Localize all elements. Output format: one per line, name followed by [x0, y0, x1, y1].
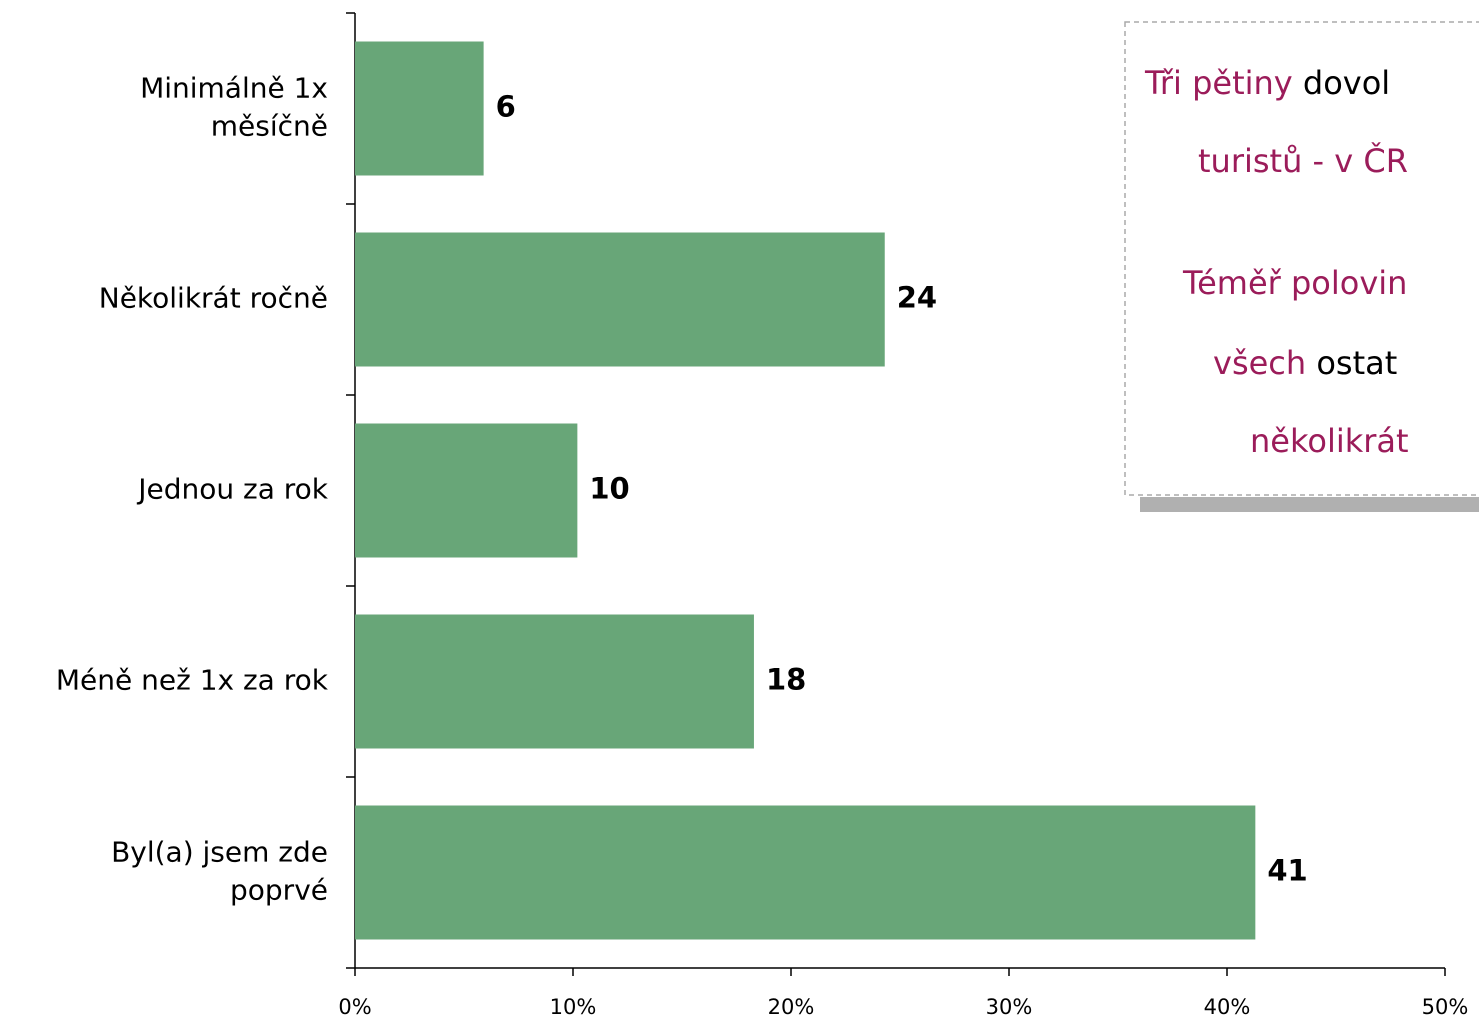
x-tick-label: 50% [1422, 995, 1469, 1017]
x-tick-label: 40% [1204, 995, 1251, 1017]
callout-text: několikrát [1250, 422, 1409, 460]
callout-shadow [1140, 497, 1479, 512]
category-label: Méně než 1x za rok [56, 664, 329, 697]
callout-segment: ostat [1306, 344, 1397, 382]
bar [355, 41, 484, 176]
x-tick-label: 0% [338, 995, 371, 1017]
category-label: Byl(a) jsem zde poprvé [111, 836, 328, 907]
x-tick-label: 30% [986, 995, 1033, 1017]
callout-text: Tři pětiny dovol [1144, 64, 1390, 102]
x-tick-label: 10% [550, 995, 597, 1017]
callout-segment: dovol [1293, 64, 1390, 102]
callout-text: Téměř polovin [1182, 264, 1407, 302]
value-label: 18 [766, 663, 806, 697]
category-label: Jednou za rok [136, 473, 329, 506]
callout-segment: několikrát [1250, 422, 1409, 460]
value-label: 24 [897, 281, 937, 315]
category-label: Několikrát ročně [99, 282, 328, 315]
callout-box [1124, 21, 1479, 496]
category-label: Minimálně 1x měsíčně [140, 72, 328, 143]
callout-segment: Tři pětiny [1144, 64, 1293, 102]
bar [355, 232, 885, 367]
callout-text: turistů - v ČR [1198, 141, 1408, 180]
bar [355, 423, 578, 558]
callout-segment: Téměř polovin [1182, 264, 1407, 302]
value-label: 10 [589, 472, 629, 506]
callout-text: všech ostat [1213, 344, 1397, 382]
value-label: 41 [1267, 854, 1307, 888]
bar [355, 614, 754, 749]
bar [355, 805, 1256, 940]
x-tick-label: 20% [768, 995, 815, 1017]
value-label: 6 [496, 90, 516, 124]
callout-segment: turistů - v ČR [1198, 141, 1408, 180]
callout-segment: všech [1213, 344, 1306, 382]
